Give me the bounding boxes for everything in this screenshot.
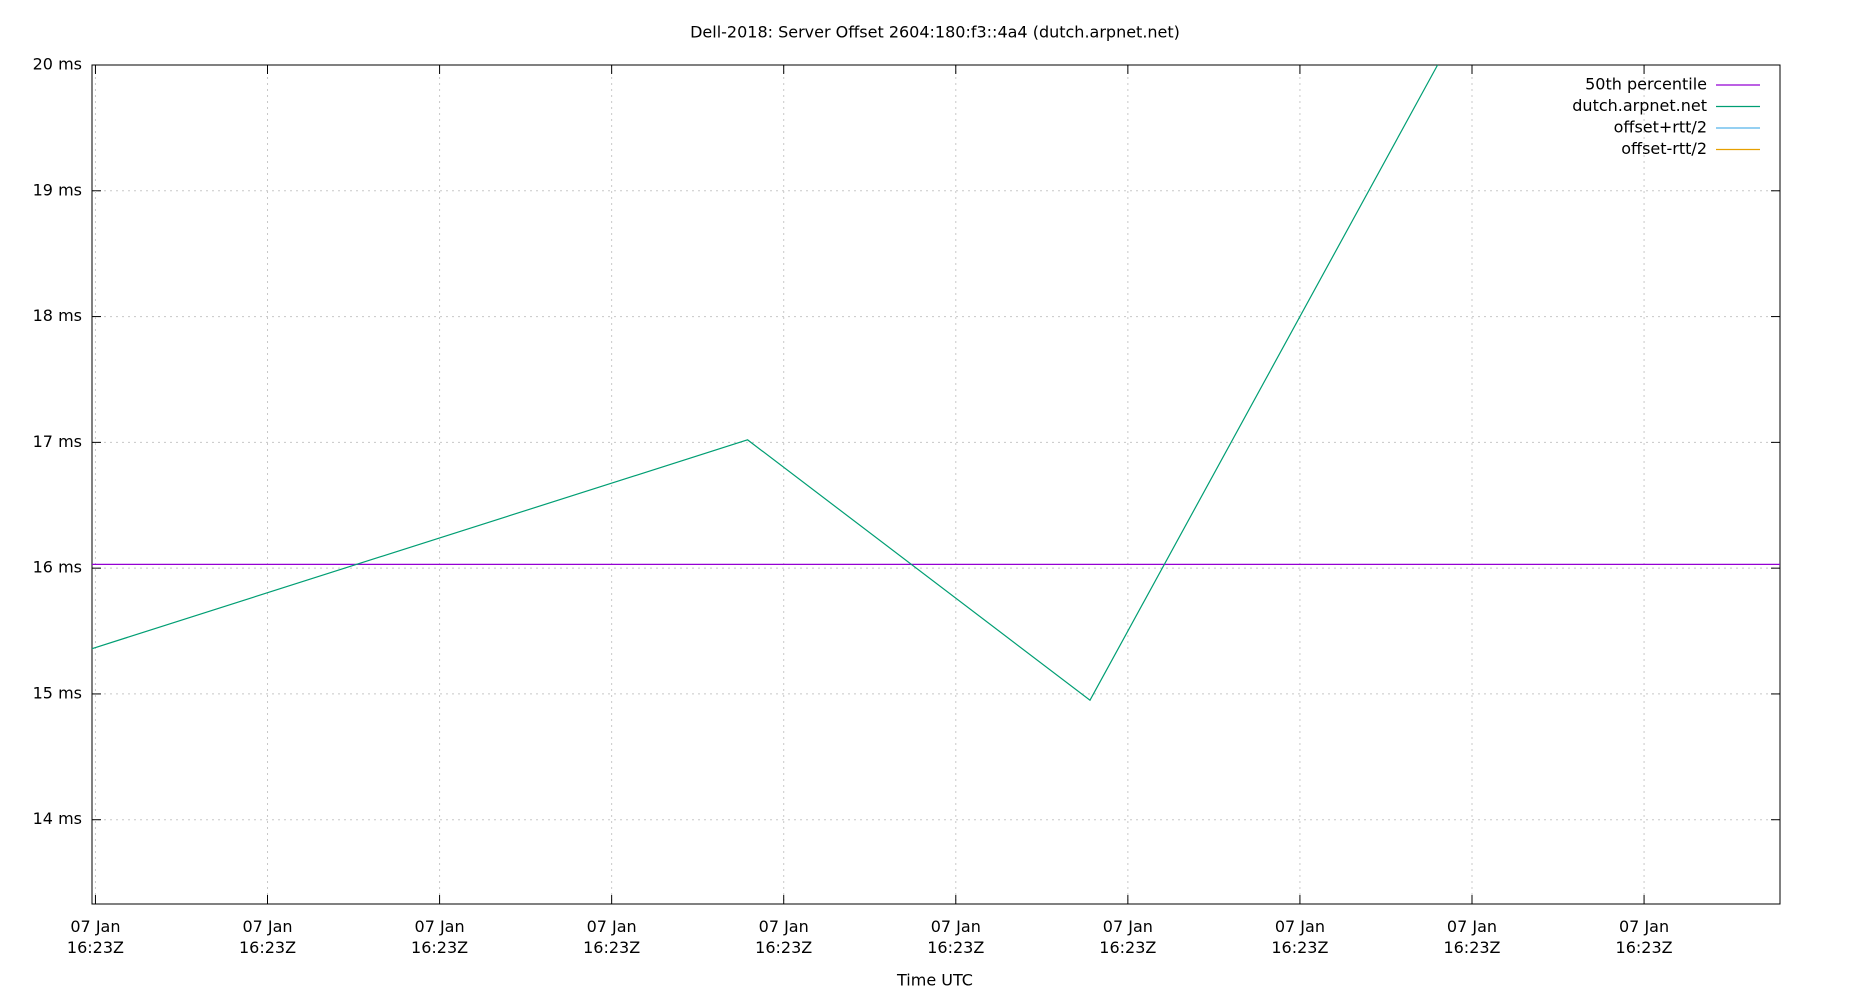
y-tick-label: 18 ms — [33, 306, 82, 325]
x-tick-label: 07 Jan 16:23Z — [583, 917, 641, 957]
x-axis-label: Time UTC — [896, 971, 973, 990]
y-tick-label: 16 ms — [33, 558, 82, 577]
x-tick-label: 07 Jan 16:23Z — [238, 917, 297, 957]
x-tick-label: 07 Jan 16:23Z — [1615, 917, 1673, 957]
x-tick-label: 07 Jan 16:23Z — [66, 917, 124, 957]
legend-label: offset-rtt/2 — [1621, 139, 1707, 158]
x-tick-label: 07 Jan 16:23Z — [755, 917, 813, 957]
chart-title: Dell-2018: Server Offset 2604:180:f3::4a… — [690, 23, 1180, 42]
series-line — [91, 64, 1439, 702]
legend-label: 50th percentile — [1585, 75, 1707, 94]
y-tick-label: 19 ms — [33, 180, 82, 199]
x-tick-label: 07 Jan 16:23Z — [927, 917, 985, 957]
x-tick-label: 07 Jan 16:23Z — [411, 917, 469, 957]
plot-frame — [91, 64, 1781, 905]
y-tick-label: 20 ms — [33, 55, 82, 74]
x-tick-label: 07 Jan 16:23Z — [1099, 917, 1157, 957]
legend-label: dutch.arpnet.net — [1572, 96, 1707, 115]
x-tick-label: 07 Jan 16:23Z — [1443, 917, 1501, 957]
x-tick-label: 07 Jan 16:23Z — [1271, 917, 1329, 957]
y-tick-label: 14 ms — [33, 809, 82, 828]
legend-label: offset+rtt/2 — [1614, 118, 1707, 137]
y-tick-label: 17 ms — [33, 432, 82, 451]
y-tick-label: 15 ms — [33, 683, 82, 702]
